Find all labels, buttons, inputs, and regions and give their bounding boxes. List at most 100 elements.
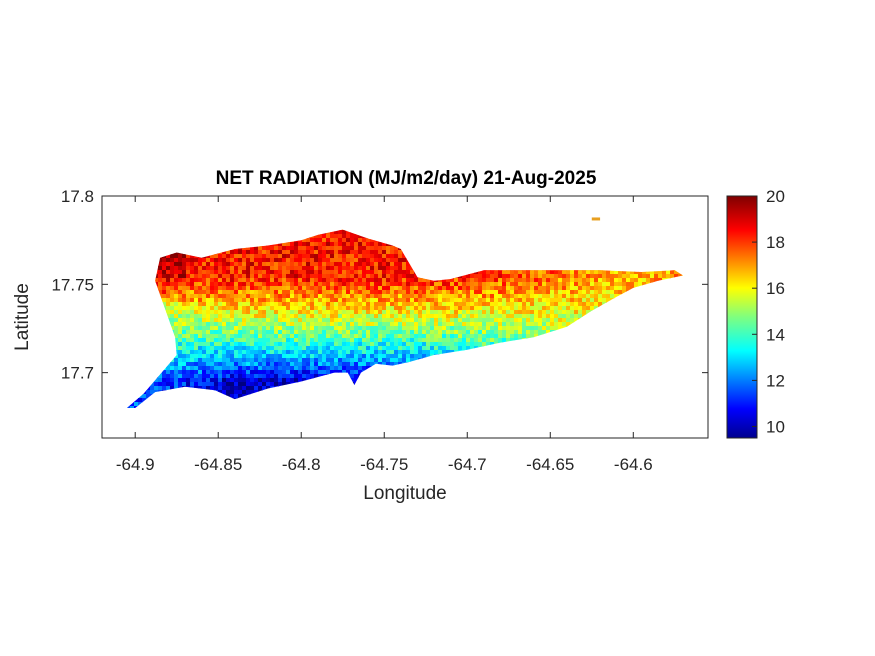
field-cell [222,254,227,259]
field-cell [290,246,295,251]
field-cell [666,322,671,327]
field-cell [422,314,427,319]
field-cell [598,270,603,275]
field-cell [210,330,215,335]
field-cell [302,302,307,307]
field-cell [574,346,579,351]
field-cell [138,242,143,247]
field-cell [242,238,247,243]
field-cell [506,278,511,283]
field-cell [246,334,251,339]
field-cell [274,350,279,355]
field-cell [226,250,231,255]
field-cell [498,330,503,335]
field-cell [422,238,427,243]
field-cell [458,254,463,259]
field-cell [358,346,363,351]
field-cell [146,250,151,255]
field-cell [598,314,603,319]
field-cell [174,330,179,335]
field-cell [586,350,591,355]
field-cell [194,266,199,271]
field-cell [674,318,679,323]
field-cell [346,298,351,303]
field-cell [506,334,511,339]
field-cell [478,229,483,231]
field-cell [166,270,171,275]
field-cell [458,314,463,319]
field-cell [246,294,251,299]
field-cell [346,294,351,299]
field-cell [250,322,255,327]
field-cell [458,278,463,283]
field-cell [338,346,343,351]
field-cell [550,286,555,291]
field-cell [542,262,547,267]
field-cell [346,286,351,291]
field-cell [362,234,367,239]
field-cell [142,294,147,299]
field-cell [606,238,611,243]
field-cell [418,290,423,295]
field-cell [126,350,131,355]
field-cell [130,358,135,363]
field-cell [214,270,219,275]
field-cell [286,298,291,303]
field-cell [234,270,239,275]
field-cell [270,350,275,355]
field-cell [478,310,483,315]
field-cell [202,318,207,323]
field-cell [318,262,323,267]
field-cell [158,278,163,283]
field-cell [402,318,407,323]
field-cell [690,222,695,227]
field-cell [462,234,467,239]
field-cell [210,286,215,291]
field-cell [410,290,415,295]
field-cell [674,306,679,311]
field-cell [374,286,379,291]
field-cell [230,262,235,267]
field-cell [690,310,695,315]
field-cell [414,266,419,271]
field-cell [274,358,279,363]
field-cell [554,222,559,227]
field-cell [586,326,591,331]
field-cell [354,330,359,335]
field-cell [538,270,543,275]
field-cell [442,302,447,307]
field-cell [350,286,355,291]
field-cell [614,274,619,279]
field-cell [218,270,223,275]
field-cell [638,250,643,255]
field-cell [162,314,167,319]
field-cell [618,222,623,227]
field-cell [510,326,515,331]
field-cell [318,282,323,287]
field-cell [350,350,355,355]
field-cell [182,310,187,315]
field-cell [358,306,363,311]
field-cell [250,350,255,355]
field-cell [254,270,259,275]
field-cell [346,354,351,359]
field-cell [250,290,255,295]
field-cell [650,230,655,235]
field-cell [682,322,684,327]
field-cell [194,278,199,283]
field-cell [566,306,571,311]
field-cell [530,310,535,315]
field-cell [126,274,131,279]
field-cell [534,354,539,359]
field-cell [362,298,367,303]
field-cell [318,302,323,307]
field-cell [326,234,331,239]
field-cell [418,302,423,307]
field-cell [174,354,179,359]
field-cell [134,294,139,299]
field-cell [218,278,223,283]
field-cell [578,306,583,311]
field-cell [634,326,639,331]
field-cell [374,330,379,335]
field-cell [202,286,207,291]
